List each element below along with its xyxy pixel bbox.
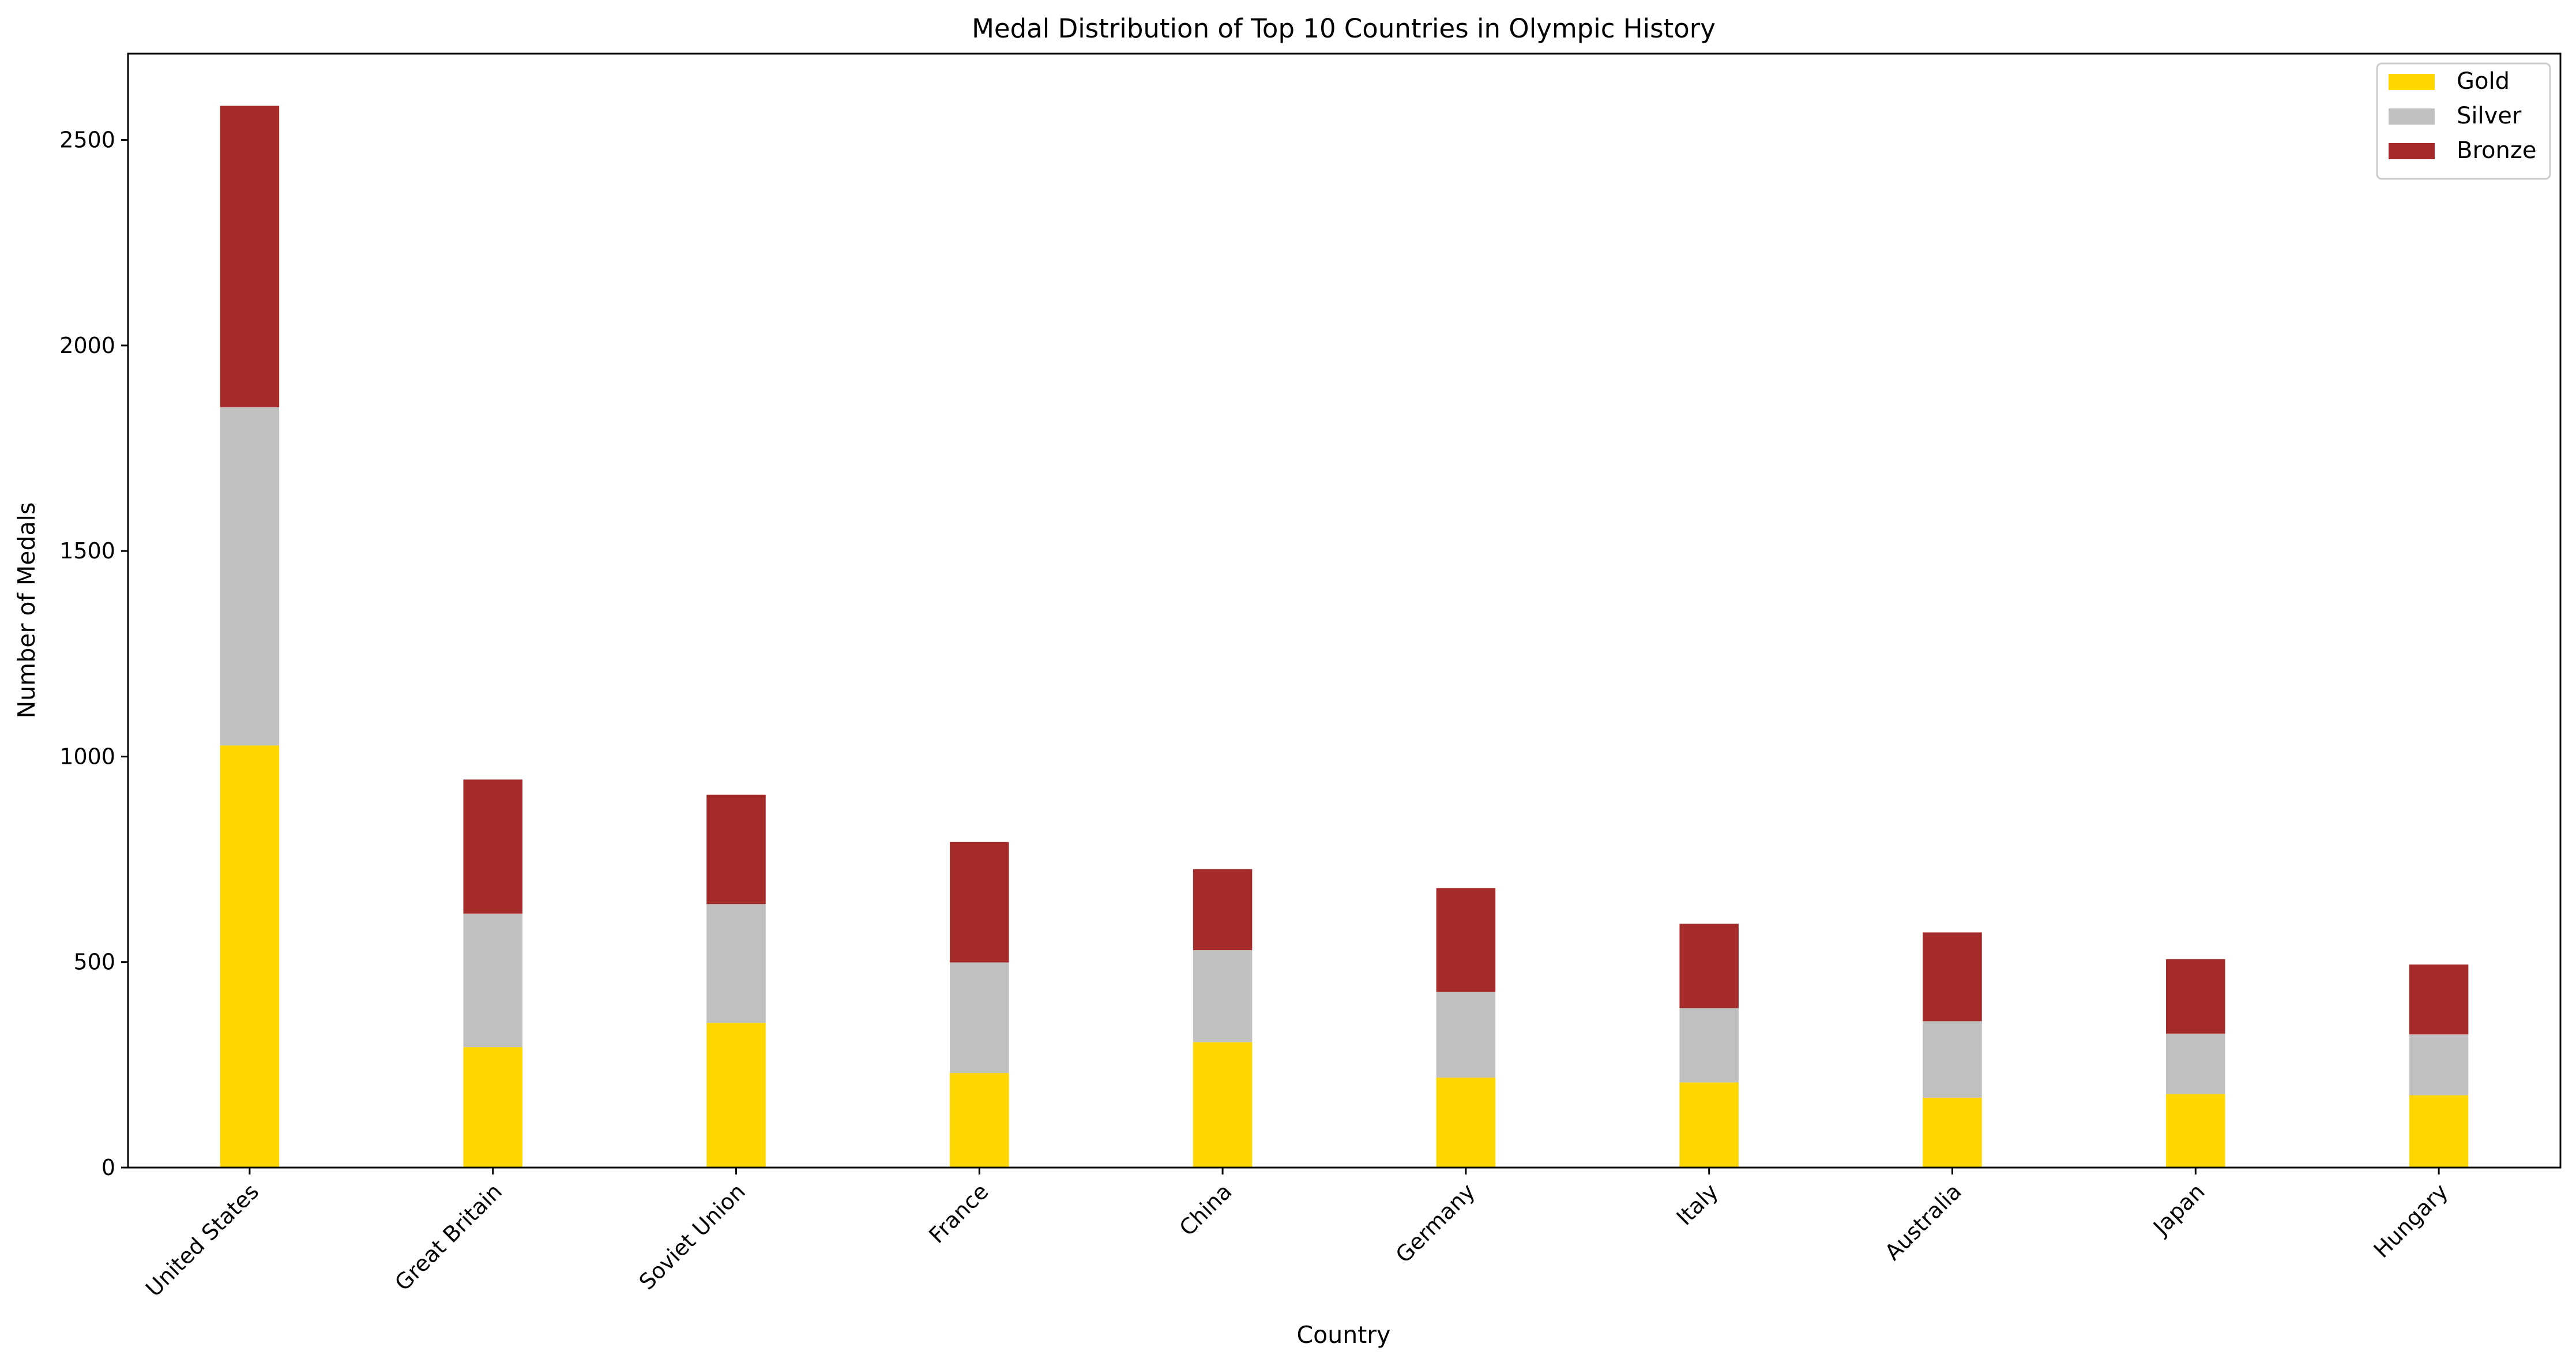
- bar-australia-silver: [1923, 1021, 1982, 1098]
- bar-germany-bronze: [1436, 888, 1496, 992]
- bar-great-britain-gold: [463, 1047, 522, 1168]
- plot-frame: [127, 52, 2562, 1169]
- bar-japan-bronze: [2166, 959, 2225, 1034]
- x-axis-label: Country: [1297, 1321, 1391, 1349]
- legend-label-gold: Gold: [2457, 68, 2510, 95]
- bar-italy-gold: [1679, 1082, 1739, 1168]
- bar-japan-gold: [2166, 1094, 2225, 1168]
- bar-soviet-union-gold: [706, 1023, 766, 1168]
- legend-swatch-bronze: [2389, 143, 2435, 159]
- y-tick-label: 1000: [59, 744, 115, 769]
- legend-label-bronze: Bronze: [2457, 137, 2536, 164]
- bar-france-bronze: [950, 842, 1009, 963]
- bar-france-gold: [950, 1073, 1009, 1168]
- y-tick-label: 1500: [59, 538, 115, 564]
- bar-hungary-silver: [2409, 1034, 2469, 1095]
- bar-china-bronze: [1193, 869, 1253, 951]
- bar-great-britain-bronze: [463, 779, 522, 914]
- y-axis: 0 500 1000 1500 2000 2500: [59, 127, 128, 1180]
- bar-hungary-bronze: [2409, 965, 2469, 1035]
- bars-group: [220, 106, 2469, 1168]
- bar-italy-silver: [1679, 1008, 1739, 1083]
- legend-label-silver: Silver: [2457, 103, 2522, 129]
- bar-japan-silver: [2166, 1033, 2225, 1094]
- bar-france-silver: [950, 962, 1009, 1074]
- y-tick-label: 0: [101, 1155, 115, 1180]
- bar-united-states-gold: [220, 745, 280, 1168]
- bar-germany-silver: [1436, 992, 1496, 1078]
- bar-soviet-union-bronze: [706, 794, 766, 905]
- legend-swatch-gold: [2389, 74, 2435, 90]
- bar-australia-gold: [1923, 1097, 1982, 1168]
- bar-great-britain-silver: [463, 913, 522, 1048]
- bar-united-states-bronze: [220, 106, 280, 407]
- legend-swatch-silver: [2389, 108, 2435, 125]
- bar-china-silver: [1193, 950, 1253, 1042]
- legend: Gold Silver Bronze: [2376, 62, 2551, 180]
- bar-germany-gold: [1436, 1077, 1496, 1168]
- bar-soviet-union-silver: [706, 904, 766, 1023]
- bar-italy-bronze: [1679, 924, 1739, 1008]
- y-axis-label: Number of Medals: [13, 502, 40, 719]
- chart-title: Medal Distribution of Top 10 Countries i…: [972, 13, 1716, 44]
- y-tick-label: 2000: [59, 333, 115, 358]
- y-tick-label: 2500: [59, 127, 115, 153]
- y-tick-label: 500: [73, 950, 115, 975]
- bar-australia-bronze: [1923, 932, 1982, 1022]
- bar-united-states-silver: [220, 407, 280, 746]
- bar-china-gold: [1193, 1042, 1253, 1168]
- bar-hungary-gold: [2409, 1095, 2469, 1168]
